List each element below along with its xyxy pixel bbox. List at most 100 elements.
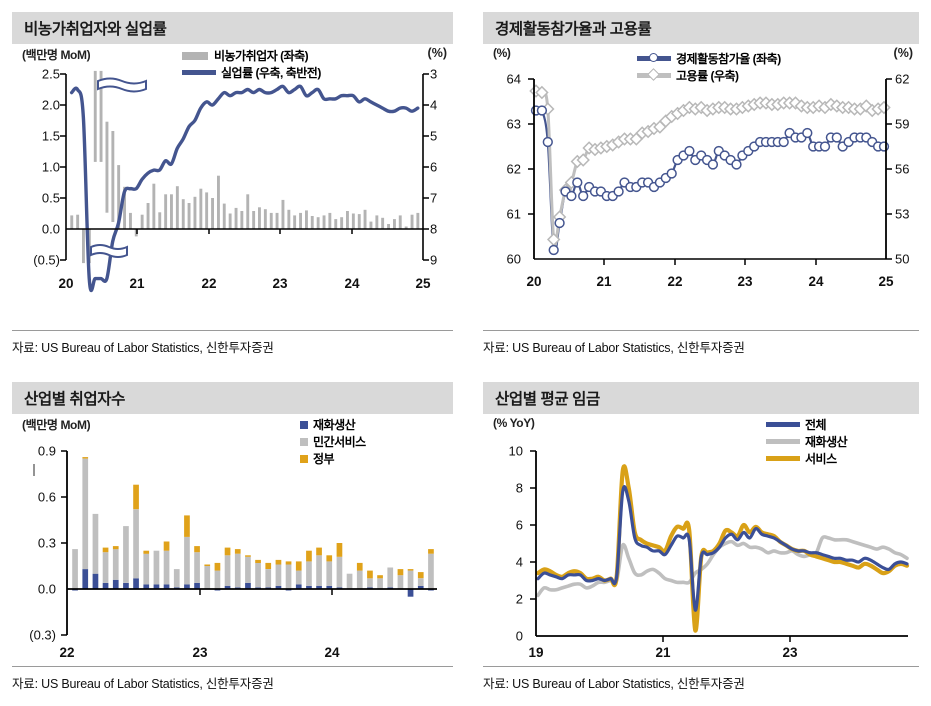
legend-item: 전체 <box>766 416 847 433</box>
y-tick-left: 1.5 <box>41 128 60 144</box>
page-title: 비농가취업자와 실업률 <box>24 21 167 38</box>
x-tick: 22 <box>201 276 217 291</box>
y-tick-left: 10 <box>508 443 523 459</box>
x-tick: 21 <box>129 276 145 291</box>
chart-svg-4 <box>530 450 910 642</box>
y-tick-right: 8 <box>430 221 438 237</box>
markers-employment-rate <box>529 84 891 247</box>
legend-item: 고용률 (우축) <box>637 67 781 84</box>
unit-label-left: (백만명 MoM) <box>22 48 91 62</box>
y-tick-left: 61 <box>506 206 521 222</box>
legend-line-swatch-icon <box>766 456 800 461</box>
chart-area-1: (백만명 MoM) (%) 비농가취업자 (좌축) 실업률 (우축, 축반전) … <box>12 44 453 299</box>
panel-title-bar: 산업별 평균 임금 <box>483 382 919 414</box>
y-tick-right: 56 <box>895 161 910 177</box>
legend-1: 비농가취업자 (좌축) 실업률 (우축, 축반전) <box>182 47 321 81</box>
x-tick: 23 <box>272 276 288 291</box>
x-tick: 24 <box>324 645 340 660</box>
panel-average-wage: 산업별 평균 임금 (% YoY) 전체 재화생산 서비스 10 8 <box>465 370 931 706</box>
stacked-bar-series <box>72 457 434 597</box>
line-series-unemployment <box>69 84 420 293</box>
x-tick: 24 <box>344 276 360 291</box>
legend-item: 재화생산 <box>766 433 848 450</box>
legend-item: 정부 <box>300 450 366 467</box>
x-tick: 20 <box>58 276 74 291</box>
page-title: 산업별 취업자수 <box>24 391 125 408</box>
panel-participation-rate: 경제활동참가율과 고용률 (%) (%) 경제활동참가율 (좌축) <box>465 0 931 370</box>
panel-title-bar: 산업별 취업자수 <box>12 382 453 414</box>
y-tick-left: 8 <box>515 480 523 496</box>
y-tick-right: 7 <box>430 190 438 206</box>
legend-2: 경제활동참가율 (좌축) 고용률 (우축) <box>637 50 781 84</box>
panel-nonfarm-payrolls: 비농가취업자와 실업률 (백만명 MoM) (%) 비농가취업자 (좌축) 실업… <box>0 0 465 370</box>
legend-line-circle-icon <box>637 52 671 62</box>
y-tick-right: 53 <box>895 206 910 222</box>
legend-item: 경제활동참가율 (좌축) <box>637 50 781 67</box>
legend-square-icon <box>300 420 308 429</box>
legend-line-swatch-icon <box>182 70 216 75</box>
y-tick-left: 0.6 <box>37 489 56 505</box>
legend-label: 고용률 (우축) <box>676 69 739 83</box>
chart-area-3: (백만명 MoM) 재화생산 민간서비스 정부 0.9 0.6 0.3 0.0 <box>12 414 453 660</box>
legend-bar-swatch-icon <box>182 51 208 60</box>
x-tick: 25 <box>878 274 894 289</box>
legend-label: 민간서비스 <box>313 435 366 449</box>
x-tick: 23 <box>192 645 208 660</box>
x-tick: 22 <box>667 274 683 289</box>
y-tick-left: 0.0 <box>41 221 60 237</box>
x-tick: 22 <box>59 645 75 660</box>
legend-item: 재화생산 <box>300 416 366 433</box>
y-tick-left: 63 <box>506 116 521 132</box>
y-tick-left: 2.0 <box>41 97 60 113</box>
y-tick-left: 60 <box>506 251 521 267</box>
legend-3: 재화생산 민간서비스 정부 <box>300 416 366 467</box>
unit-label-left: (백만명 MoM) <box>22 418 91 432</box>
y-tick-right: 5 <box>430 128 438 144</box>
x-tick: 20 <box>526 274 542 289</box>
y-tick-right: 62 <box>895 71 910 87</box>
y-tick-left: 0.9 <box>37 443 56 459</box>
y-tick-left: 4 <box>515 554 523 570</box>
legend-label: 경제활동참가율 (좌축) <box>676 52 781 66</box>
panel-title-bar: 경제활동참가율과 고용률 <box>483 12 919 44</box>
panel-title-bar: 비농가취업자와 실업률 <box>12 12 453 44</box>
y-tick-left: 0.0 <box>37 581 56 597</box>
y-tick-left: 6 <box>515 517 523 533</box>
x-tick: 19 <box>528 645 544 660</box>
y-tick-right: 4 <box>430 97 438 113</box>
panel-employment-by-industry: 산업별 취업자수 (백만명 MoM) 재화생산 민간서비스 정부 0.9 0 <box>0 370 465 706</box>
x-tick: 24 <box>808 274 824 289</box>
y-tick-right: 50 <box>895 251 910 267</box>
y-tick-left: 1.0 <box>41 159 60 175</box>
y-tick-left: (0.3) <box>29 627 56 643</box>
legend-item: 비농가취업자 (좌축) <box>182 47 321 64</box>
y-tick-left: 0.3 <box>37 535 56 551</box>
y-tick-left: 64 <box>506 71 521 87</box>
legend-label: 전체 <box>805 418 827 432</box>
y-tick-left: 2 <box>515 591 523 607</box>
source-note: 자료: US Bureau of Labor Statistics, 신한투자증… <box>483 330 919 356</box>
x-tick: 23 <box>737 274 753 289</box>
unit-label-left: (% YoY) <box>493 416 535 430</box>
y-tick-left: 0.5 <box>41 190 60 206</box>
legend-item: 서비스 <box>766 450 847 467</box>
legend-line-diamond-icon <box>637 67 671 81</box>
legend-label: 정부 <box>313 452 335 466</box>
legend-item: 민간서비스 <box>300 433 366 450</box>
y-tick-right: 59 <box>895 116 910 132</box>
line-series-participation <box>535 107 885 255</box>
legend-item: 실업률 (우축, 축반전) <box>182 64 321 81</box>
chart-svg-3 <box>33 450 437 636</box>
x-tick: 23 <box>782 645 798 660</box>
axis-break-icon <box>90 77 147 258</box>
unit-label-right: (%) <box>893 46 913 60</box>
unit-label-right: (%) <box>427 46 447 60</box>
source-note: 자료: US Bureau of Labor Statistics, 신한투자증… <box>483 666 919 692</box>
legend-line-swatch-icon <box>766 439 800 444</box>
legend-4: 전체 재화생산 서비스 <box>766 416 848 467</box>
x-tick: 21 <box>596 274 612 289</box>
legend-square-icon <box>300 437 308 446</box>
y-tick-left: 0 <box>515 628 523 644</box>
legend-label: 재화생산 <box>805 435 848 449</box>
